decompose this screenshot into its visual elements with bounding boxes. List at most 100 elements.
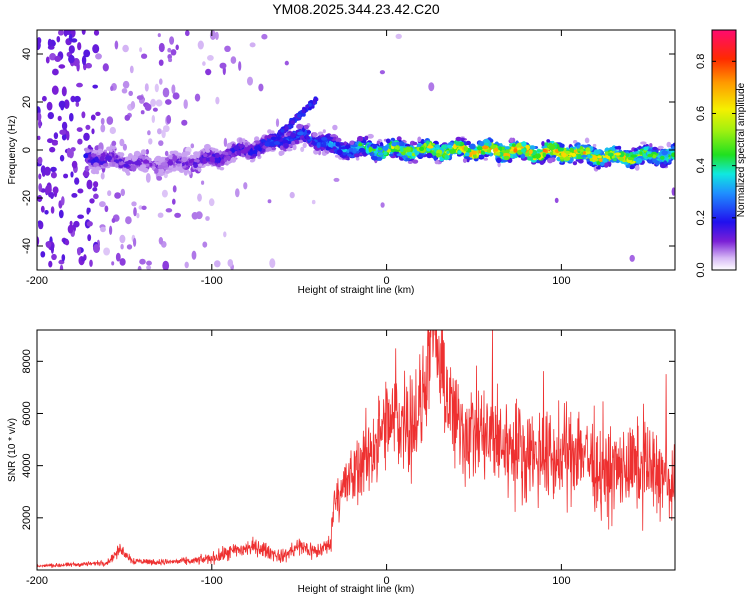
spectrogram-noise-cell xyxy=(100,124,106,133)
spectrogram-noise-cell xyxy=(45,184,52,195)
spectrogram-noise-cell xyxy=(122,80,130,89)
spectrogram-noise-cell xyxy=(71,193,78,198)
spectrogram-noise-cell xyxy=(333,177,340,182)
spectrogram-ridge-cell xyxy=(391,145,395,150)
spectrogram-noise-cell xyxy=(119,234,126,244)
spectrogram-ridge-cell xyxy=(298,139,303,144)
spectrogram-ridge-cell xyxy=(432,151,437,156)
spectrogram-ridge-cell xyxy=(283,142,289,149)
spectrogram-noise-cell xyxy=(45,56,50,64)
spectrogram-ridge-cell xyxy=(607,152,614,157)
spectrogram-noise-cell xyxy=(258,83,264,92)
figure-title: YM08.2025.344.23.42.C20 xyxy=(272,1,440,17)
spectrogram-ridge-cell xyxy=(420,138,426,145)
spectrogram-ridge-cell xyxy=(582,151,586,155)
spectrogram-noise-cell xyxy=(59,129,67,135)
spectrogram-ridge-cell xyxy=(197,167,202,172)
snr-x-axis-label: Height of straight line (km) xyxy=(298,584,415,595)
colorbar-tick-label: 0.0 xyxy=(695,262,707,277)
spectrogram-ridge-cell xyxy=(342,152,347,156)
spectrogram-noise-cell xyxy=(100,226,106,233)
spectrogram-noise-cell xyxy=(122,44,129,53)
spectrogram-ridge-cell xyxy=(265,147,272,152)
spectrogram-ridge-cell xyxy=(165,170,171,174)
spectrogram-ridge-cell xyxy=(306,130,312,134)
spectrogram-ridge-cell xyxy=(476,146,483,151)
snr-y-tick-label: 6000 xyxy=(21,401,33,425)
spectrogram-noise-cell xyxy=(37,37,42,45)
spectrogram-ridge-cell xyxy=(236,151,242,156)
spectrogram-ridge-cell xyxy=(189,155,197,160)
spectrogram-x-tick-label: -200 xyxy=(26,275,48,287)
spectrogram-ridge-cell xyxy=(336,149,343,155)
spectrogram-ridge-cell xyxy=(292,144,297,151)
spectrogram-ridge-cell xyxy=(412,141,418,146)
spectrogram-ridge-cell xyxy=(119,152,125,158)
spectrogram-noise-cell xyxy=(66,130,70,141)
spectrogram-ridge-cell xyxy=(399,141,405,147)
spectrogram-ridge-cell xyxy=(172,155,178,162)
spectrogram-noise-cell xyxy=(104,205,109,213)
spectrogram-ridge-cell xyxy=(449,149,456,154)
spectrogram-ridge-cell xyxy=(661,150,668,156)
spectrogram-ridge-cell xyxy=(630,154,638,158)
spectrogram-ridge-cell xyxy=(647,153,654,158)
snr-x-tick-label: -200 xyxy=(26,575,48,587)
spectrogram-ridge-cell xyxy=(252,142,256,146)
spectrogram-ridge-cell xyxy=(444,154,449,160)
spectrogram-noise-cell xyxy=(86,207,90,215)
spectrogram-noise-cell xyxy=(81,30,86,35)
spectrogram-ridge-cell xyxy=(666,141,672,148)
spectrogram-ridge-cell xyxy=(131,155,138,162)
spectrogram-ridge-cell xyxy=(455,136,462,142)
colorbar-tick-label: 0.8 xyxy=(695,54,707,69)
spectrogram-ridge-cell xyxy=(672,142,675,147)
snr-x-tick-label: -100 xyxy=(201,575,223,587)
spectrogram-noise-cell xyxy=(82,170,90,177)
spectrogram-ridge-cell xyxy=(468,152,473,158)
spectrogram-ridge-cell xyxy=(652,159,657,163)
spectrogram-ridge-cell xyxy=(154,167,159,174)
spectrogram-ridge-cell xyxy=(140,164,147,168)
spectrogram-noise-cell xyxy=(175,44,179,51)
spectrogram-ridge-cell xyxy=(617,145,622,150)
spectrogram-ridge-cell xyxy=(257,151,261,157)
spectrogram-ridge-cell xyxy=(169,150,175,155)
spectrogram-noise-cell xyxy=(76,127,83,132)
spectrogram-ridge-cell xyxy=(181,156,188,163)
spectrogram-noise-cell xyxy=(114,192,121,199)
spectrogram-ridge-cell xyxy=(521,141,527,147)
spectrogram-ridge-cell xyxy=(496,152,501,156)
spectrogram-noise-cell xyxy=(58,209,64,219)
spectrogram-noise-cell xyxy=(58,64,66,69)
spectrogram-noise-cell xyxy=(214,260,221,268)
spectrogram-ridge-cell xyxy=(142,159,150,164)
spectrogram-noise-cell xyxy=(167,54,172,60)
spectrogram-noise-cell xyxy=(59,154,65,162)
spectrogram-noise-cell xyxy=(111,218,116,223)
spectrogram-noise-cell xyxy=(93,30,100,36)
spectrogram-ridge-cell xyxy=(406,151,413,156)
spectrogram-noise-cell xyxy=(209,30,216,40)
spectrogram-ridge-cell xyxy=(188,159,193,164)
spectrogram-ridge-cell xyxy=(358,147,366,153)
spectrogram-noise-cell xyxy=(93,244,100,253)
spectrogram-ridge-cell xyxy=(217,163,221,168)
spectrogram-y-tick-label: 20 xyxy=(21,96,33,108)
spectrogram-ridge-cell xyxy=(465,140,471,146)
spectrogram-ridge-cell xyxy=(544,142,549,146)
spectrogram-noise-cell xyxy=(554,197,559,203)
spectrogram-ridge-cell xyxy=(447,144,451,148)
spectrogram-ridge-cell xyxy=(581,154,588,158)
spectrogram-noise-cell xyxy=(141,53,148,59)
spectrogram-noise-cell xyxy=(144,103,152,111)
spectrogram-noise-cell xyxy=(235,188,240,198)
spectrogram-ridge-cell xyxy=(457,150,462,155)
spectrogram-ridge-cell xyxy=(513,148,518,153)
spectrogram-noise-cell xyxy=(46,101,53,111)
spectrogram-ridge-cell xyxy=(471,150,477,155)
spectrogram-ridge-cell xyxy=(347,153,352,157)
spectrogram-ridge-cell xyxy=(353,153,360,158)
spectrogram-ridge-cell xyxy=(383,151,388,156)
